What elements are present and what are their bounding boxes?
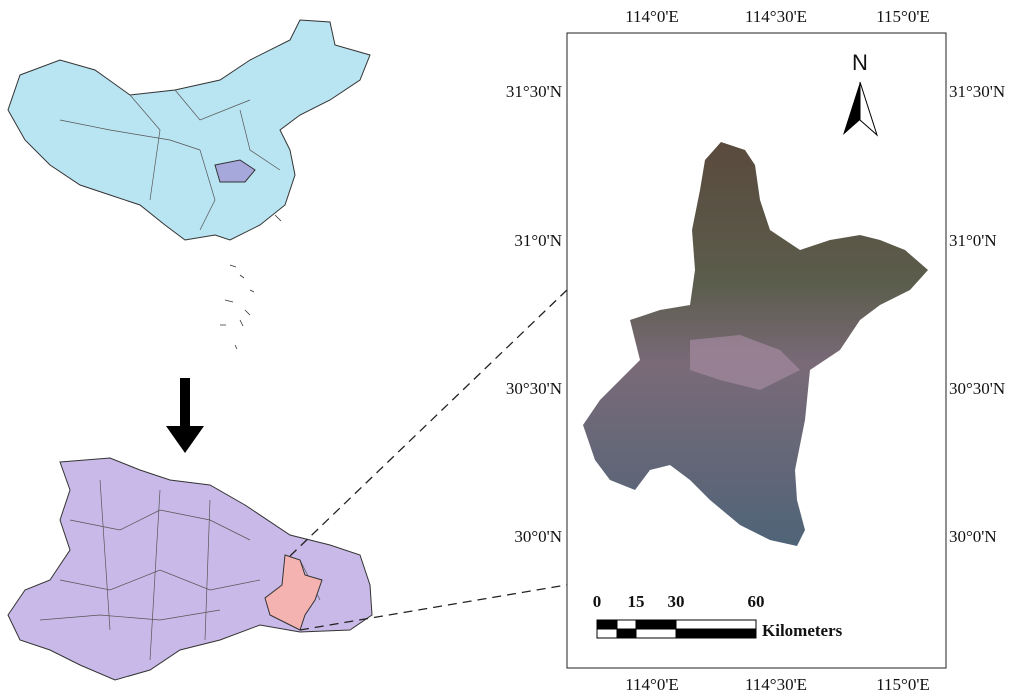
top-label: 115°0'E: [876, 7, 930, 26]
bottom-label: 114°0'E: [625, 675, 679, 694]
wuhan-in-hubei: [264, 554, 323, 631]
left-label: 31°30'N: [506, 82, 562, 101]
top-label: 114°30'E: [745, 7, 807, 26]
china-map: [7, 19, 371, 241]
bottom-label: 114°30'E: [745, 675, 807, 694]
islands: [220, 214, 282, 350]
bottom-label: 115°0'E: [876, 675, 930, 694]
right-label: 30°30'N: [949, 379, 1005, 398]
hubei-map: [7, 457, 373, 681]
north-arrow: [843, 82, 860, 135]
north-label: N: [852, 50, 868, 75]
scale-tick-label: 15: [628, 592, 645, 611]
hubei-borders: [39, 479, 321, 661]
scale-tick-label: 30: [668, 592, 685, 611]
top-label: 114°0'E: [625, 7, 679, 26]
down-arrow: [166, 378, 204, 453]
scale-unit: Kilometers: [762, 621, 843, 640]
scale-tick-label: 60: [748, 592, 765, 611]
left-label: 30°0'N: [514, 527, 562, 546]
right-label: 31°0'N: [949, 231, 997, 250]
urban-area: [690, 335, 800, 390]
left-label: 30°30'N: [506, 379, 562, 398]
scale-bar: [596, 619, 757, 639]
left-label: 31°0'N: [514, 231, 562, 250]
right-label: 31°30'N: [949, 82, 1005, 101]
scale-tick-label: 0: [593, 592, 602, 611]
hubei-in-china: [214, 159, 256, 183]
right-label: 30°0'N: [949, 527, 997, 546]
china-borders: [59, 89, 281, 231]
north-arrow: [859, 81, 879, 137]
